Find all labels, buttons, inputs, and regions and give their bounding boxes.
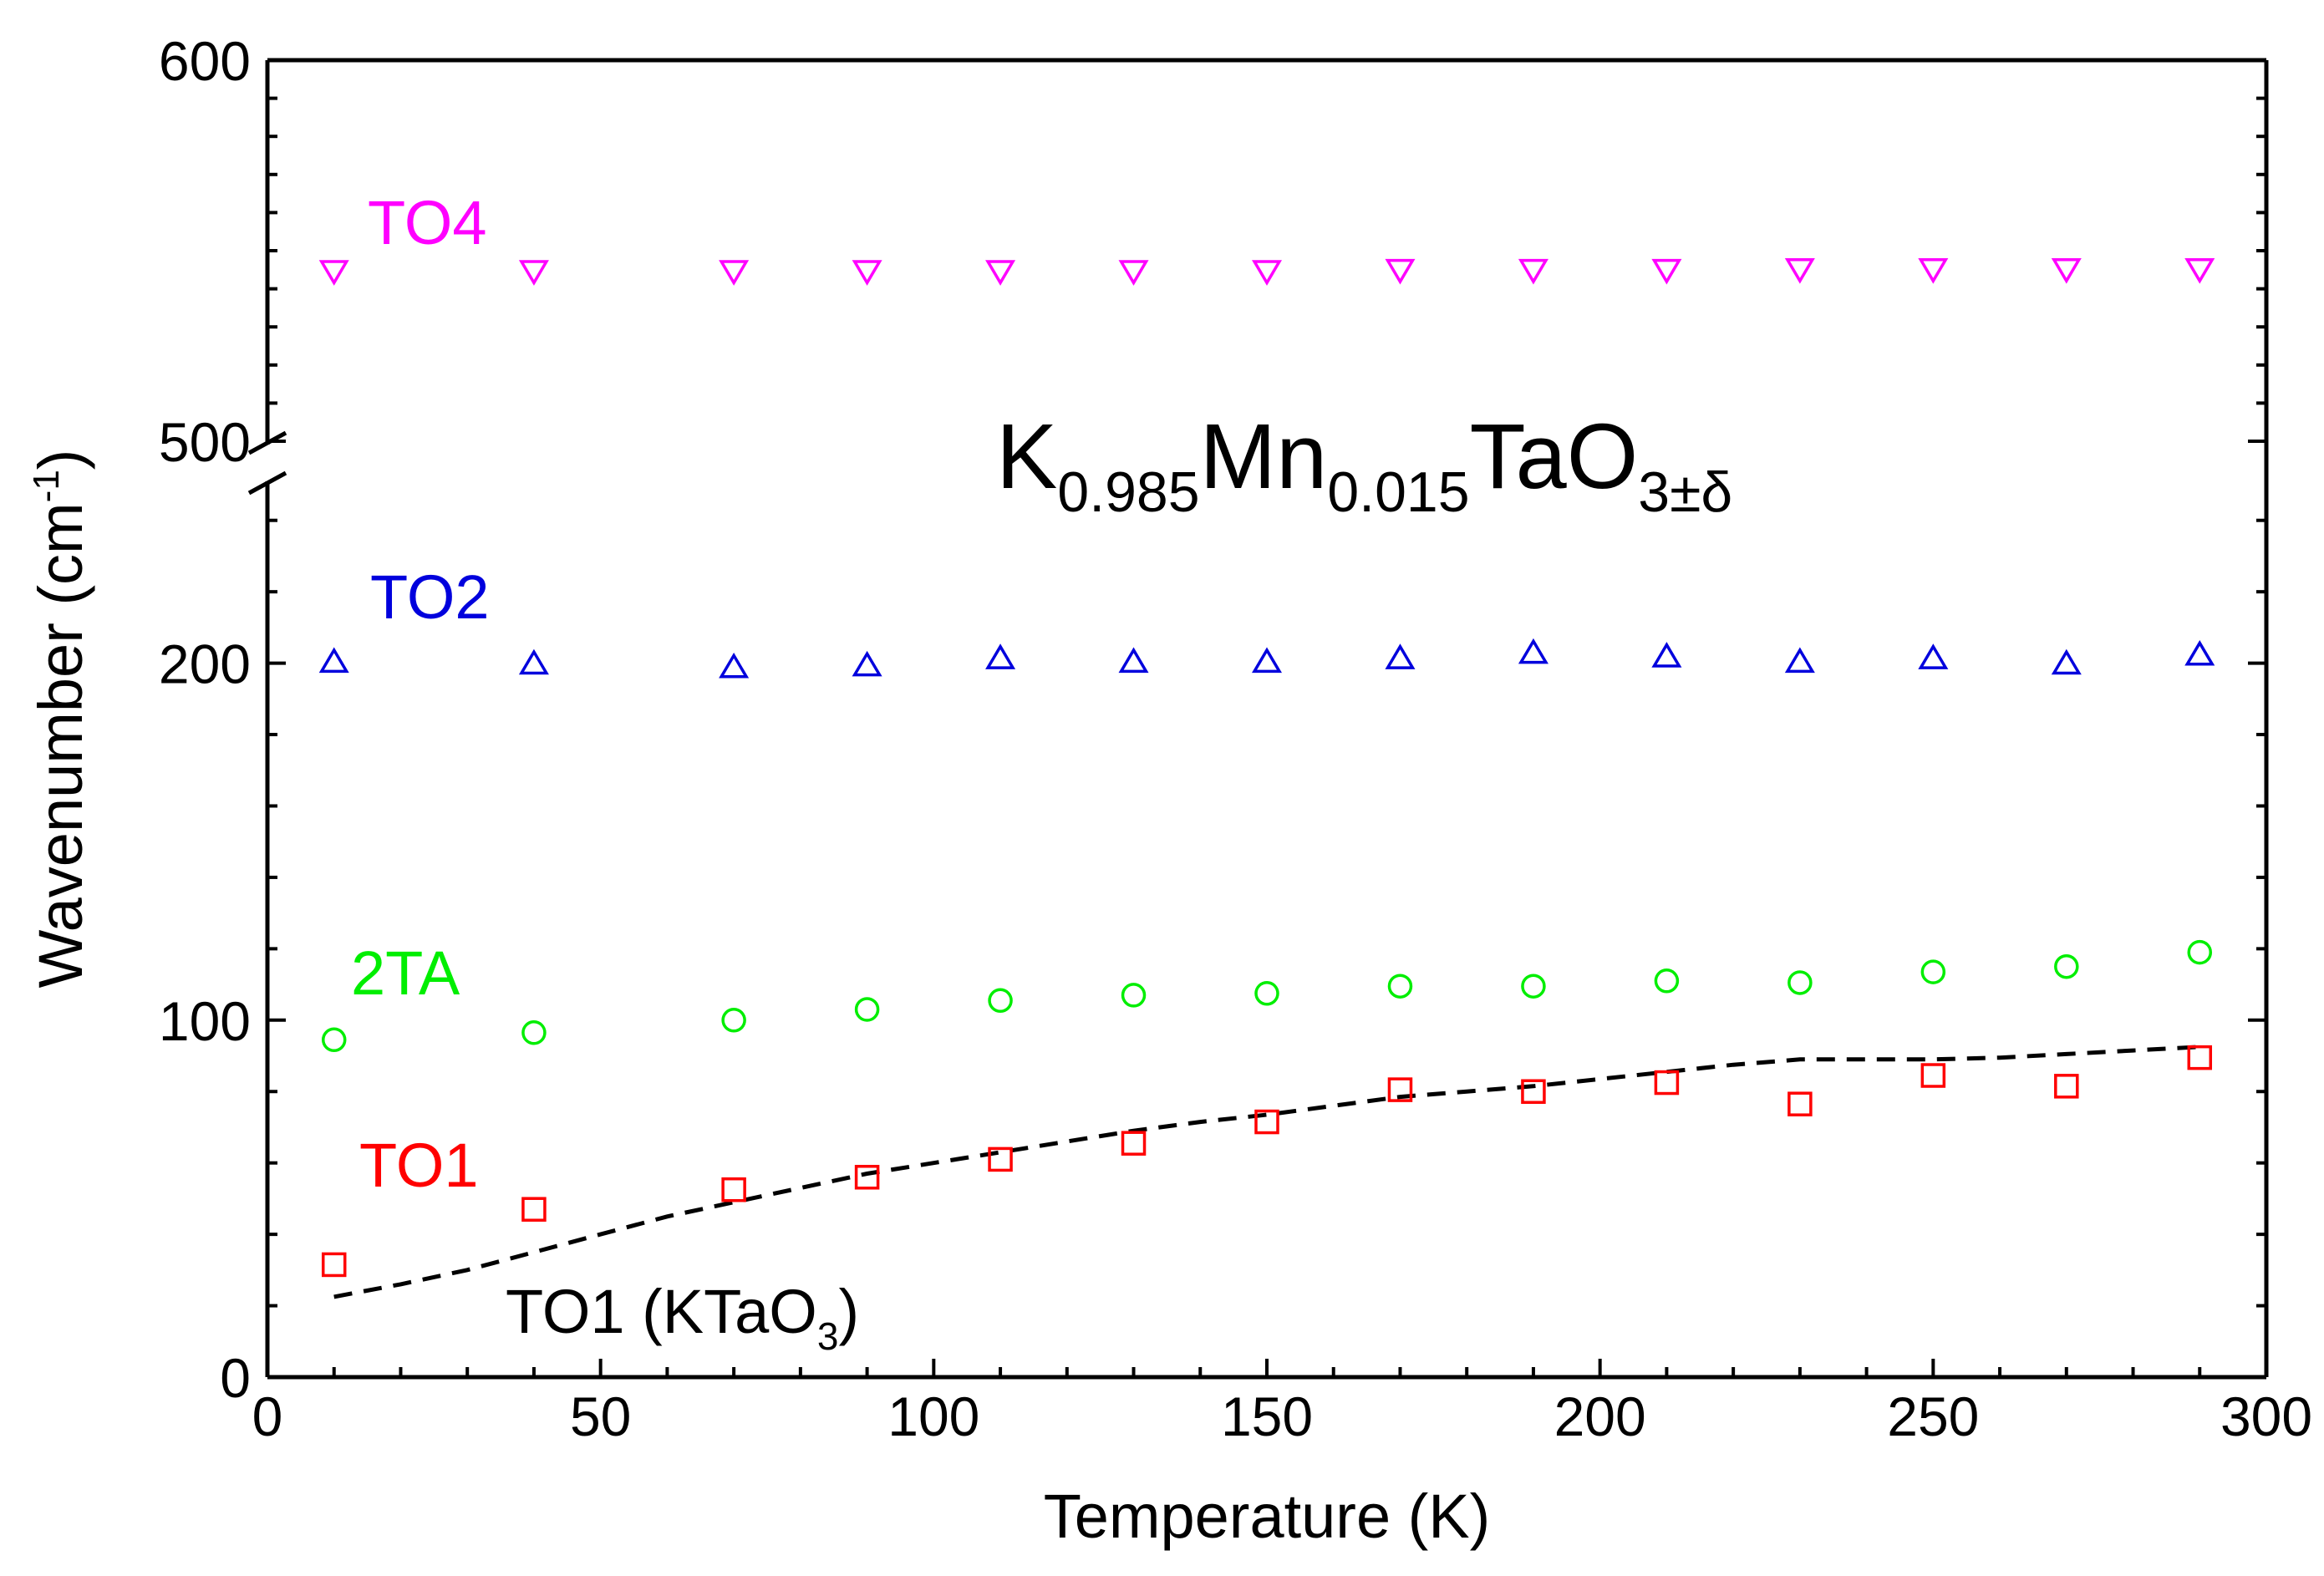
formula-mn: Mn [1200, 405, 1328, 508]
marker-to2 [518, 648, 549, 675]
marker-to2 [719, 652, 750, 679]
marker-to1 [521, 1197, 547, 1222]
marker-2ta [1254, 981, 1279, 1006]
marker-to4 [1385, 258, 1416, 285]
reference-curve-label-sub: 3 [817, 1314, 839, 1358]
marker-to4 [318, 260, 349, 286]
y-axis-label-main: Wavenumber (cm [26, 502, 95, 988]
marker-2ta [854, 997, 880, 1022]
marker-2ta [1121, 983, 1147, 1008]
marker-to2 [1118, 647, 1149, 674]
marker-2ta [1920, 959, 1946, 984]
marker-to1 [988, 1146, 1013, 1172]
series-label-to2: TO2 [370, 562, 490, 632]
marker-to2 [1918, 643, 1949, 669]
marker-to1 [321, 1252, 347, 1278]
marker-to2 [2184, 640, 2215, 666]
x-tick-label: 0 [252, 1385, 283, 1447]
x-tick-label: 150 [1221, 1385, 1313, 1447]
marker-to4 [1651, 258, 1682, 285]
marker-to2 [1385, 643, 1416, 669]
marker-to1 [2187, 1045, 2213, 1070]
marker-to4 [1118, 260, 1149, 286]
axis-break-mark-lower [247, 470, 287, 496]
marker-to4 [2051, 258, 2082, 284]
reference-curve-ktao3 [333, 1045, 2200, 1299]
marker-to1 [1654, 1070, 1680, 1096]
chart-title-formula: K0.985Mn0.015TaO3±δ [996, 405, 1732, 524]
marker-to2 [985, 643, 1016, 669]
y-axis-label-sup: -1 [26, 470, 67, 502]
marker-2ta [521, 1020, 547, 1045]
y-axis-label-close: ) [26, 450, 95, 470]
marker-to2 [1518, 638, 1548, 664]
x-tick-label: 100 [887, 1385, 979, 1447]
reference-curve-label-main: TO1 (KTaO [506, 1277, 817, 1346]
marker-2ta [1521, 974, 1546, 999]
marker-to1 [1521, 1079, 1546, 1104]
formula-mn-sub: 0.015 [1327, 460, 1469, 524]
marker-2ta [1787, 970, 1813, 995]
marker-2ta [988, 988, 1013, 1014]
marker-to2 [1251, 647, 1283, 674]
formula-tao-sub: 3±δ [1638, 460, 1732, 524]
marker-to2 [852, 650, 882, 677]
marker-to4 [985, 260, 1016, 286]
formula-k-sub: 0.985 [1057, 460, 1199, 524]
x-tick-label: 250 [1887, 1385, 1979, 1447]
marker-to4 [1918, 258, 1949, 284]
marker-to1 [1787, 1091, 1813, 1116]
marker-to1 [721, 1177, 746, 1202]
marker-to2 [318, 647, 349, 674]
marker-to2 [1651, 642, 1682, 668]
x-tick-label: 200 [1554, 1385, 1646, 1447]
marker-to1 [1254, 1109, 1279, 1135]
marker-to1 [854, 1165, 880, 1190]
series-label-to1: TO1 [359, 1131, 479, 1200]
x-tick-label: 50 [570, 1385, 631, 1447]
series-label-2ta: 2TA [351, 938, 460, 1008]
marker-to4 [719, 260, 750, 286]
markers-layer [318, 258, 2215, 1278]
x-tick-label: 300 [2220, 1385, 2312, 1447]
y-tick-label: 600 [159, 30, 251, 92]
marker-2ta [1654, 968, 1680, 994]
reference-curve-label: TO1 (KTaO3) [506, 1277, 859, 1358]
y-axis-label: Wavenumber (cm-1) [26, 450, 95, 989]
marker-to2 [1784, 647, 1815, 674]
y-tick-label: 200 [159, 633, 251, 695]
marker-to1 [2054, 1074, 2079, 1099]
series-label-to4: TO4 [368, 188, 487, 257]
marker-to4 [1251, 260, 1283, 286]
marker-to1 [1387, 1077, 1413, 1102]
marker-2ta [1387, 974, 1413, 999]
y-tick-label: 500 [159, 411, 251, 473]
y-tick-label: 0 [220, 1347, 251, 1409]
marker-to1 [1121, 1131, 1147, 1156]
marker-to4 [852, 260, 882, 286]
marker-to4 [2184, 258, 2215, 284]
marker-to2 [2051, 648, 2082, 675]
reference-curve-layer [333, 1045, 2200, 1299]
formula-tao: TaO [1470, 405, 1639, 508]
axes: 0 50 100 150 200 250 300 0 100 200 500 600 [159, 30, 2312, 1447]
marker-to4 [518, 260, 549, 286]
marker-to4 [1518, 258, 1548, 285]
formula-k: K [996, 405, 1057, 508]
reference-curve-label-close: ) [838, 1277, 859, 1346]
marker-2ta [2054, 953, 2079, 979]
marker-2ta [721, 1008, 746, 1033]
x-axis-label: Temperature (K) [1044, 1482, 1491, 1551]
y-tick-label: 100 [159, 990, 251, 1052]
marker-to4 [1784, 258, 1815, 284]
marker-to1 [1920, 1063, 1946, 1088]
marker-2ta [321, 1027, 347, 1053]
marker-2ta [2187, 939, 2213, 965]
